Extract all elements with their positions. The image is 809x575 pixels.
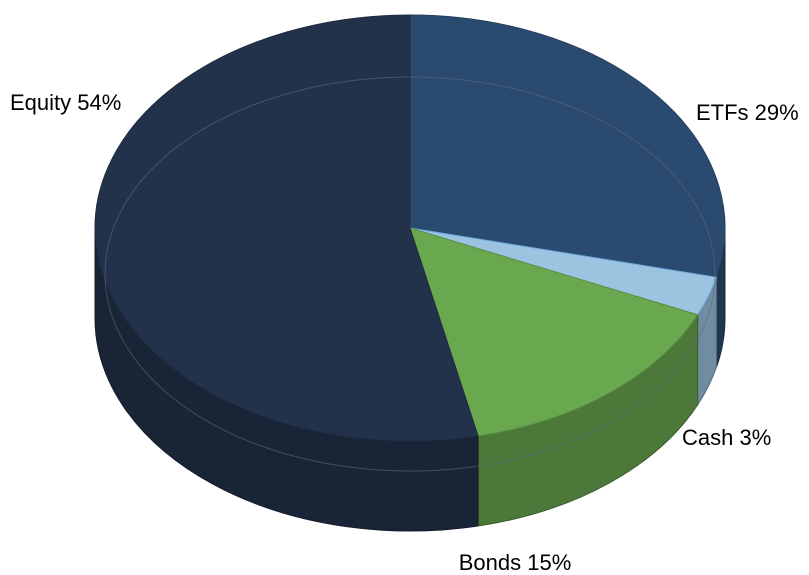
slice-label-bonds: Bonds 15% bbox=[459, 550, 572, 575]
pie-tops bbox=[94, 14, 726, 442]
pie-labels: ETFs 29% Cash 3% Bonds 15% Equity 54% bbox=[10, 90, 799, 575]
pie-sides bbox=[94, 227, 726, 532]
slice-label-cash: Cash 3% bbox=[682, 425, 771, 450]
pie-slice-bonds bbox=[409, 227, 699, 437]
pie-slice-etfs bbox=[409, 14, 726, 278]
slice-label-etfs: ETFs 29% bbox=[696, 100, 799, 125]
slice-label-equity: Equity 54% bbox=[10, 90, 121, 115]
pie-rim bbox=[104, 76, 716, 472]
pie-slice-equity bbox=[94, 14, 479, 442]
